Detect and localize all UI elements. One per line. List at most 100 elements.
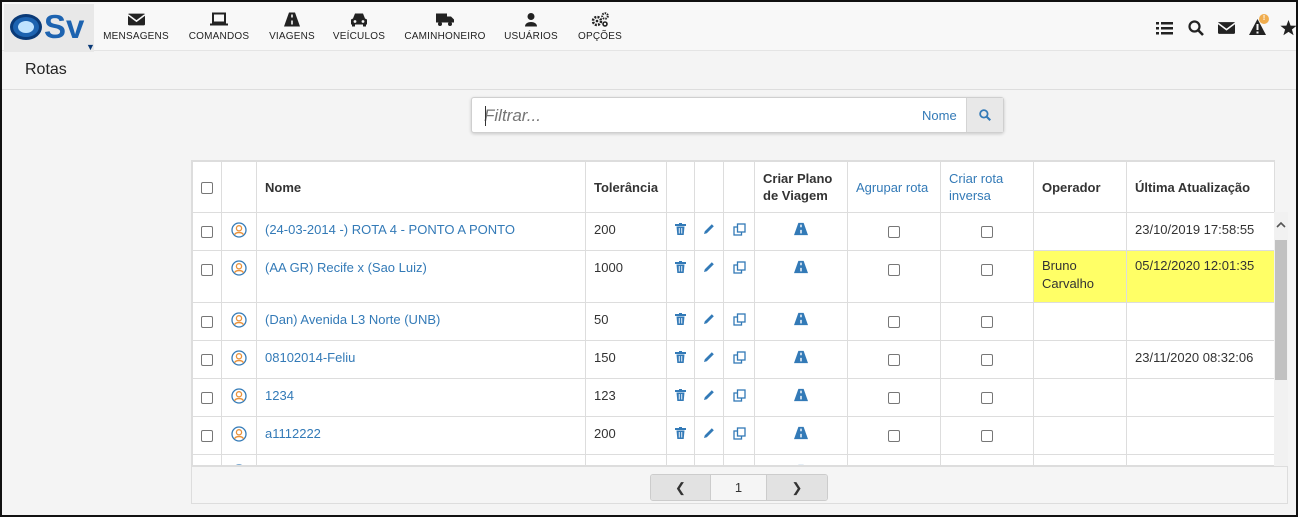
- copy-icon[interactable]: [732, 312, 746, 329]
- copy-icon[interactable]: [732, 222, 746, 239]
- nav-viagens[interactable]: VIAGENS: [266, 11, 318, 42]
- header-copy: [723, 161, 755, 213]
- inverse-route-checkbox[interactable]: [981, 263, 993, 276]
- copy-icon[interactable]: [732, 426, 746, 443]
- header-operador[interactable]: Operador: [1033, 161, 1127, 213]
- row-checkbox[interactable]: [201, 353, 213, 366]
- copy-icon[interactable]: [732, 350, 746, 367]
- nav-comandos[interactable]: COMANDOS: [186, 11, 252, 42]
- filter-field-selector[interactable]: Nome: [922, 108, 957, 123]
- row-checkbox[interactable]: [201, 225, 213, 238]
- prev-page-button[interactable]: ❮: [651, 475, 711, 500]
- star-icon[interactable]: [1280, 19, 1297, 37]
- table-row: 1234 123: [192, 378, 1274, 417]
- nav-opcoes[interactable]: OPÇÕES: [574, 11, 626, 42]
- nav-caminhoneiro[interactable]: CAMINHONEIRO: [402, 11, 488, 42]
- current-page[interactable]: 1: [711, 475, 767, 500]
- header-edit: [694, 161, 724, 213]
- header-delete: [666, 161, 695, 213]
- pencil-icon[interactable]: [703, 389, 715, 404]
- filter-input[interactable]: [484, 105, 884, 127]
- group-route-cell: [847, 212, 941, 251]
- avatar-cell: [221, 250, 257, 303]
- vertical-scrollbar[interactable]: [1274, 212, 1288, 466]
- nav-usuarios[interactable]: USUÁRIOS: [502, 11, 560, 42]
- inverse-route-checkbox[interactable]: [981, 225, 993, 238]
- route-name-link[interactable]: 08102014-Feliu: [256, 340, 586, 379]
- header-ultima-atualizacao[interactable]: Última Atualização: [1126, 161, 1274, 213]
- inverse-route-checkbox[interactable]: [981, 391, 993, 404]
- copy-icon[interactable]: [732, 260, 746, 277]
- road-icon[interactable]: [794, 388, 808, 405]
- routes-table: Nome Tolerância Criar Plano de Viagem Ag…: [192, 161, 1274, 465]
- user-avatar-icon[interactable]: [231, 222, 247, 241]
- road-icon[interactable]: [794, 312, 808, 329]
- route-name-link[interactable]: (Dan) Avenida L3 Norte (UNB): [256, 302, 586, 341]
- inverse-route-checkbox[interactable]: [981, 315, 993, 328]
- route-name-link[interactable]: 1234: [256, 378, 586, 417]
- group-route-checkbox[interactable]: [888, 225, 900, 238]
- row-checkbox[interactable]: [201, 263, 213, 276]
- pencil-icon[interactable]: [703, 313, 715, 328]
- route-name-link[interactable]: Auto x OCID: [256, 454, 586, 465]
- group-route-checkbox[interactable]: [888, 429, 900, 442]
- user-icon: [525, 13, 537, 27]
- copy-cell: [723, 302, 755, 341]
- user-avatar-icon[interactable]: [231, 426, 247, 445]
- search-icon[interactable]: [1188, 19, 1204, 37]
- copy-icon[interactable]: [732, 388, 746, 405]
- logo[interactable]: Sv ▼: [4, 4, 95, 52]
- header-nome[interactable]: Nome: [256, 161, 586, 213]
- road-icon[interactable]: [794, 260, 808, 277]
- create-plan-cell: [754, 378, 848, 417]
- user-avatar-icon[interactable]: [231, 312, 247, 331]
- route-name-link[interactable]: a1112222: [256, 416, 586, 455]
- group-route-checkbox[interactable]: [888, 391, 900, 404]
- road-icon[interactable]: [794, 350, 808, 367]
- pencil-icon[interactable]: [703, 351, 715, 366]
- inverse-route-checkbox[interactable]: [981, 353, 993, 366]
- group-route-checkbox[interactable]: [888, 263, 900, 276]
- alert-badge: !: [1259, 14, 1269, 24]
- trash-icon[interactable]: [675, 223, 686, 238]
- scroll-up-icon[interactable]: [1276, 220, 1286, 230]
- inverse-route-cell: [940, 302, 1034, 341]
- row-checkbox[interactable]: [201, 391, 213, 404]
- nav-mensagens[interactable]: MENSAGENS: [102, 11, 170, 42]
- trash-icon[interactable]: [675, 313, 686, 328]
- row-checkbox[interactable]: [201, 315, 213, 328]
- road-icon[interactable]: [794, 222, 808, 239]
- inverse-route-checkbox[interactable]: [981, 429, 993, 442]
- trash-icon[interactable]: [675, 261, 686, 276]
- trash-icon[interactable]: [675, 389, 686, 404]
- route-name-link[interactable]: (24-03-2014 -) ROTA 4 - PONTO A PONTO: [256, 212, 586, 251]
- group-route-checkbox[interactable]: [888, 353, 900, 366]
- header-agrupar-rota[interactable]: Agrupar rota: [847, 161, 941, 213]
- row-checkbox[interactable]: [201, 429, 213, 442]
- group-route-cell: [847, 416, 941, 455]
- copy-cell: [723, 212, 755, 251]
- group-route-checkbox[interactable]: [888, 315, 900, 328]
- user-avatar-icon[interactable]: [231, 350, 247, 369]
- alert-notification[interactable]: !: [1249, 14, 1271, 38]
- road-icon[interactable]: [794, 426, 808, 443]
- pencil-icon[interactable]: [703, 427, 715, 442]
- scrollbar-thumb[interactable]: [1275, 240, 1287, 380]
- inverse-route-cell: [940, 212, 1034, 251]
- header-criar-rota-inversa[interactable]: Criar rota inversa: [940, 161, 1034, 213]
- envelope-icon[interactable]: [1218, 19, 1235, 37]
- list-icon[interactable]: [1156, 19, 1173, 37]
- road-icon[interactable]: [794, 464, 808, 465]
- next-page-button[interactable]: ❯: [767, 475, 827, 500]
- filter-search-button[interactable]: [966, 98, 1003, 132]
- user-avatar-icon[interactable]: [231, 388, 247, 407]
- trash-icon[interactable]: [675, 351, 686, 366]
- pencil-icon[interactable]: [703, 261, 715, 276]
- select-all-checkbox[interactable]: [201, 182, 213, 195]
- route-name-link[interactable]: (AA GR) Recife x (Sao Luiz): [256, 250, 586, 303]
- pencil-icon[interactable]: [703, 223, 715, 238]
- user-avatar-icon[interactable]: [231, 260, 247, 279]
- nav-veiculos[interactable]: VEÍCULOS: [330, 11, 388, 42]
- trash-icon[interactable]: [675, 427, 686, 442]
- header-tolerancia[interactable]: Tolerância: [585, 161, 667, 213]
